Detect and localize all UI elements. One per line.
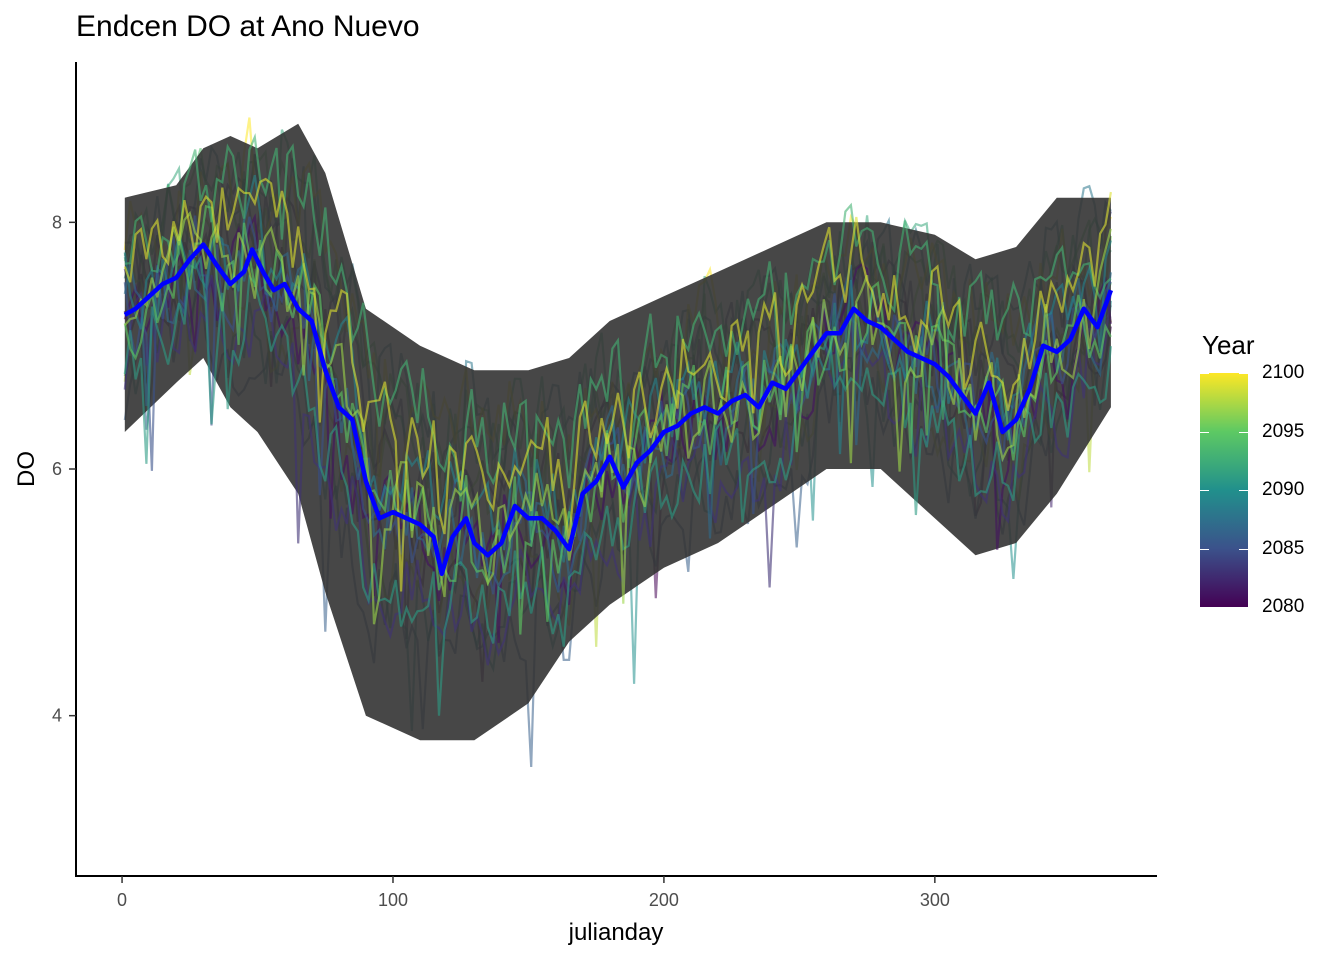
year-line-2091 xyxy=(123,254,1112,716)
legend-title: Year xyxy=(1202,330,1255,360)
legend-tick-label: 2090 xyxy=(1262,479,1305,500)
y-tick-label: 8 xyxy=(52,212,62,232)
year-lines-overlay-group xyxy=(123,133,1112,716)
legend-tick-label: 2085 xyxy=(1262,537,1305,559)
x-tick-label: 0 xyxy=(117,890,127,910)
year-line-2099 xyxy=(123,177,1112,592)
legend-tick-label: 2080 xyxy=(1262,596,1305,617)
x-axis-ticks: 0 100 200 300 xyxy=(117,876,950,910)
x-tick-label: 300 xyxy=(920,890,950,910)
mean-do-line xyxy=(123,242,1114,577)
x-axis-title: julianday xyxy=(568,919,664,946)
year-legend: Year 2080 2085 2090 2095 2100 xyxy=(1200,330,1330,630)
chart-title: Endcen DO at Ano Nuevo xyxy=(76,10,420,43)
y-tick-label: 6 xyxy=(52,459,62,479)
y-tick-label: 4 xyxy=(52,706,62,726)
legend-tick-label: 2095 xyxy=(1262,420,1305,442)
year-line-2097 xyxy=(123,210,1112,625)
y-axis-ticks: 4 6 8 xyxy=(52,212,76,726)
x-tick-label: 200 xyxy=(649,890,679,910)
legend-tick-label: 2100 xyxy=(1262,362,1305,383)
y-axis-title: DO xyxy=(13,451,40,487)
x-tick-label: 100 xyxy=(378,890,408,910)
